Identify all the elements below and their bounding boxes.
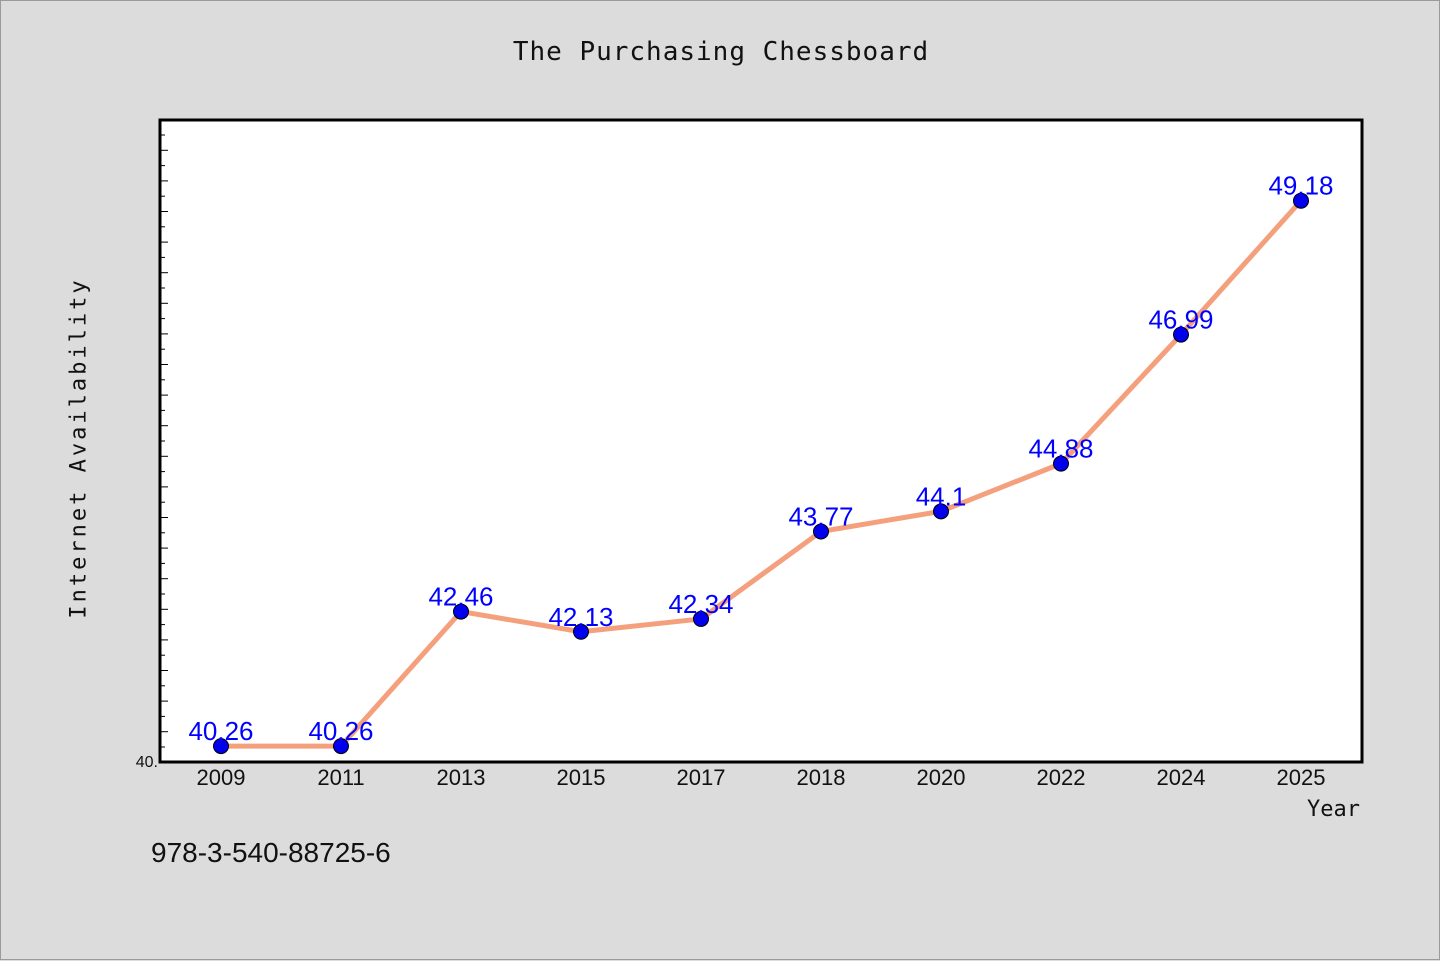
chart-title: The Purchasing Chessboard [512, 37, 930, 67]
data-label-2022: 44.88 [1028, 434, 1093, 464]
data-label-2009: 40.26 [188, 716, 253, 746]
x-tick-label-2015: 2015 [557, 765, 606, 790]
series-line [218, 198, 1304, 749]
y-tick-label-min: 40. [136, 754, 158, 771]
plot-background [160, 120, 1362, 762]
data-label-2015: 42.13 [548, 602, 613, 632]
x-tick-label-2025: 2025 [1277, 765, 1326, 790]
data-labels-group: 40.26 40.26 42.46 42.13 42.34 43.77 44.1 44.88 4… [188, 171, 1333, 746]
data-label-2025: 49.18 [1268, 171, 1333, 201]
x-tick-labels-group: 2009 2011 2013 2015 2017 2018 2020 2022 2024 2025 [197, 765, 1326, 790]
x-tick-label-2009: 2009 [197, 765, 246, 790]
data-label-2011: 40.26 [308, 716, 373, 746]
x-tick-label-2020: 2020 [917, 765, 966, 790]
data-point-2013 [453, 603, 469, 620]
data-point-2025 [1293, 192, 1309, 209]
data-label-2024: 46.99 [1148, 305, 1213, 335]
data-label-2017: 42.34 [668, 589, 733, 619]
x-tick-label-2017: 2017 [677, 765, 726, 790]
data-label-2020: 44.1 [916, 481, 967, 511]
x-tick-label-2011: 2011 [317, 765, 364, 790]
data-point-2015 [573, 623, 589, 640]
data-point-2017 [693, 610, 709, 627]
data-point-2024 [1173, 326, 1189, 343]
data-label-2013: 42.46 [428, 582, 493, 612]
x-tick-label-2013: 2013 [437, 765, 486, 790]
data-label-2018: 43.77 [788, 501, 853, 531]
x-tick-label-2024: 2024 [1157, 765, 1206, 790]
x-tick-label-2018: 2018 [797, 765, 846, 790]
data-point-2009 [213, 738, 229, 755]
x-axis-label: Year [1307, 797, 1360, 822]
data-point-2011 [333, 738, 349, 755]
data-point-2020 [933, 503, 949, 520]
series-markers-group [213, 192, 1309, 755]
data-point-2018 [813, 523, 829, 540]
plot-frame [158, 118, 1364, 764]
data-point-2022 [1053, 455, 1069, 472]
series-line-group [218, 198, 1304, 749]
x-tick-label-2022: 2022 [1037, 765, 1086, 790]
footer-code: 978-3-540-88725-6 [151, 837, 391, 868]
